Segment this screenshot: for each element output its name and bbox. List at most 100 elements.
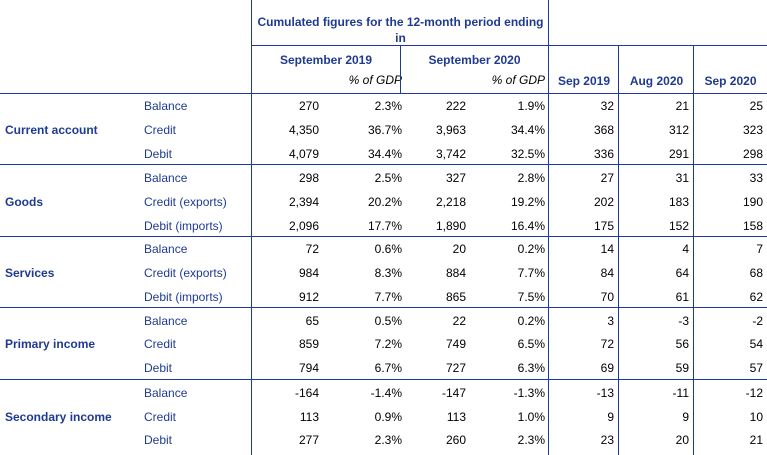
value-aug-2020: 4 xyxy=(682,242,689,256)
pct-gdp-2020: 2.3% xyxy=(517,433,545,447)
section-name-primary-income: Primary income xyxy=(5,337,96,351)
value-aug-2020: 183 xyxy=(668,195,689,209)
value-sep-2019: 69 xyxy=(600,361,614,375)
pct-gdp-2020: 16.4% xyxy=(510,219,545,233)
row-label: Balance xyxy=(144,171,188,185)
row-label: Balance xyxy=(144,314,188,328)
pct-gdp-2020: 6.5% xyxy=(517,337,545,351)
value-sep-2020: 62 xyxy=(749,290,763,304)
pct-gdp-2019: 0.5% xyxy=(374,314,402,328)
pct-gdp-2020: -1.3% xyxy=(513,386,545,400)
value-sep-2019: 202 xyxy=(593,195,614,209)
value-2019: 2,096 xyxy=(288,219,319,233)
value-2019: 4,079 xyxy=(288,147,319,161)
value-sep-2019: 336 xyxy=(593,147,614,161)
divider-horizontal xyxy=(0,307,767,308)
pct-gdp-2019: 34.4% xyxy=(367,147,402,161)
value-2020: 2,218 xyxy=(435,195,466,209)
value-sep-2020: 7 xyxy=(756,242,763,256)
value-2020: 20 xyxy=(452,242,466,256)
value-2020: 260 xyxy=(445,433,466,447)
value-aug-2020: 291 xyxy=(668,147,689,161)
value-2019: 859 xyxy=(298,337,319,351)
value-2020: 222 xyxy=(445,99,466,113)
value-2019: 2,394 xyxy=(288,195,319,209)
value-2019: 298 xyxy=(298,171,319,185)
divider-vertical xyxy=(618,46,619,455)
pct-gdp-2019: 36.7% xyxy=(367,123,402,137)
value-sep-2020: 323 xyxy=(742,123,763,137)
pct-gdp-2020: 2.8% xyxy=(517,171,545,185)
pct-gdp-2019: 7.7% xyxy=(374,290,402,304)
pct-gdp-2020: 7.7% xyxy=(517,266,545,280)
value-2020: 3,742 xyxy=(435,147,466,161)
value-2020: -147 xyxy=(441,386,466,400)
value-2020: 22 xyxy=(452,314,466,328)
pct-gdp-2019: 0.9% xyxy=(374,410,402,424)
row-label: Debit xyxy=(144,361,173,375)
value-2019: 4,350 xyxy=(288,123,319,137)
value-aug-2020: 20 xyxy=(675,433,689,447)
pct-gdp-2020: 6.3% xyxy=(517,361,545,375)
divider-horizontal xyxy=(549,45,767,46)
value-2020: 749 xyxy=(445,337,466,351)
divider-vertical xyxy=(548,0,549,455)
value-aug-2020: 152 xyxy=(668,219,689,233)
value-2019: 912 xyxy=(298,290,319,304)
divider-horizontal xyxy=(0,236,767,237)
pct-gdp-label-2020: % of GDP xyxy=(491,73,545,87)
pct-gdp-2019: 8.3% xyxy=(374,266,402,280)
divider-horizontal xyxy=(0,93,767,94)
value-sep-2020: 158 xyxy=(742,219,763,233)
value-sep-2020: 25 xyxy=(749,99,763,113)
value-sep-2019: 72 xyxy=(600,337,614,351)
value-2019: -164 xyxy=(294,386,319,400)
value-aug-2020: 312 xyxy=(668,123,689,137)
value-aug-2020: 61 xyxy=(675,290,689,304)
value-sep-2019: 368 xyxy=(593,123,614,137)
cumulated-header: Cumulated figures for the 12-month perio… xyxy=(257,15,544,45)
value-sep-2019: 27 xyxy=(600,171,614,185)
row-label: Debit (imports) xyxy=(144,290,223,304)
value-aug-2020: 31 xyxy=(675,171,689,185)
value-aug-2020: 59 xyxy=(675,361,689,375)
pct-gdp-2019: -1.4% xyxy=(370,386,402,400)
value-sep-2020: 33 xyxy=(749,171,763,185)
pct-gdp-2020: 32.5% xyxy=(510,147,545,161)
value-aug-2020: -3 xyxy=(678,314,689,328)
value-aug-2020: 21 xyxy=(675,99,689,113)
pct-gdp-2020: 7.5% xyxy=(517,290,545,304)
value-sep-2019: 32 xyxy=(600,99,614,113)
value-sep-2020: 57 xyxy=(749,361,763,375)
section-name-secondary-income: Secondary income xyxy=(5,410,112,424)
value-aug-2020: -11 xyxy=(672,386,689,400)
value-sep-2019: -13 xyxy=(596,386,614,400)
value-2019: 113 xyxy=(299,410,319,424)
row-label: Balance xyxy=(144,242,188,256)
pct-gdp-2019: 2.5% xyxy=(374,171,402,185)
value-sep-2019: 175 xyxy=(593,219,614,233)
period-header-2019: September 2019 xyxy=(279,53,373,67)
value-sep-2019: 84 xyxy=(600,266,614,280)
row-label: Balance xyxy=(144,99,188,113)
row-label: Credit (exports) xyxy=(144,195,227,209)
value-2020: 1,890 xyxy=(435,219,466,233)
row-label: Credit xyxy=(144,337,177,351)
pct-gdp-2019: 2.3% xyxy=(374,433,402,447)
value-sep-2020: 298 xyxy=(742,147,763,161)
section-name-goods: Goods xyxy=(5,195,43,209)
value-sep-2020: 68 xyxy=(749,266,763,280)
pct-gdp-2019: 17.7% xyxy=(367,219,402,233)
pct-gdp-2020: 0.2% xyxy=(517,314,545,328)
value-2020: 327 xyxy=(445,171,466,185)
row-label: Credit (exports) xyxy=(144,266,227,280)
value-2020: 865 xyxy=(445,290,466,304)
divider-horizontal xyxy=(0,379,767,380)
value-sep-2019: 23 xyxy=(600,433,614,447)
divider-vertical xyxy=(400,46,401,94)
value-sep-2020: 10 xyxy=(749,410,763,424)
value-sep-2020: 21 xyxy=(749,433,763,447)
pct-gdp-label-2019: % of GDP xyxy=(348,73,402,87)
pct-gdp-2019: 7.2% xyxy=(374,337,402,351)
